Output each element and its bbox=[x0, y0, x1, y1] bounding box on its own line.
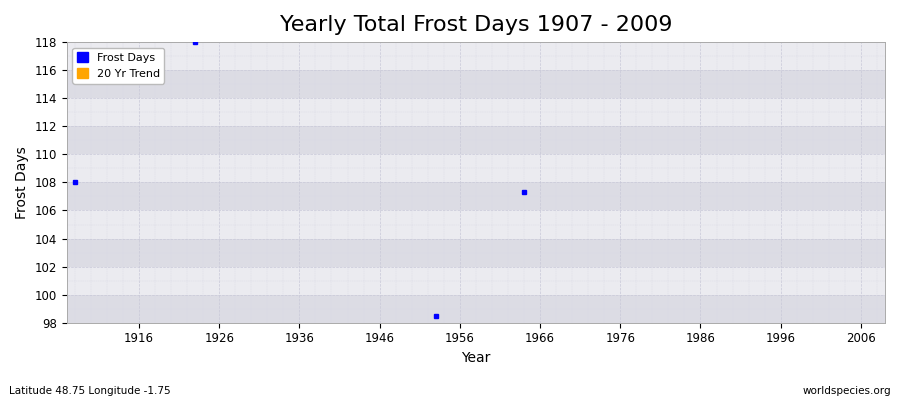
Bar bbox=[67, 154, 885, 182]
Legend: Frost Days, 20 Yr Trend: Frost Days, 20 Yr Trend bbox=[72, 48, 165, 84]
Bar bbox=[67, 182, 885, 210]
Bar bbox=[67, 295, 885, 323]
Bar bbox=[67, 42, 885, 70]
Bar bbox=[67, 210, 885, 238]
Title: Yearly Total Frost Days 1907 - 2009: Yearly Total Frost Days 1907 - 2009 bbox=[280, 15, 672, 35]
Bar bbox=[67, 126, 885, 154]
Text: Latitude 48.75 Longitude -1.75: Latitude 48.75 Longitude -1.75 bbox=[9, 386, 171, 396]
Bar bbox=[67, 266, 885, 295]
X-axis label: Year: Year bbox=[461, 351, 491, 365]
Y-axis label: Frost Days: Frost Days bbox=[15, 146, 29, 219]
Bar bbox=[67, 70, 885, 98]
Bar bbox=[67, 98, 885, 126]
Bar bbox=[67, 238, 885, 266]
Text: worldspecies.org: worldspecies.org bbox=[803, 386, 891, 396]
